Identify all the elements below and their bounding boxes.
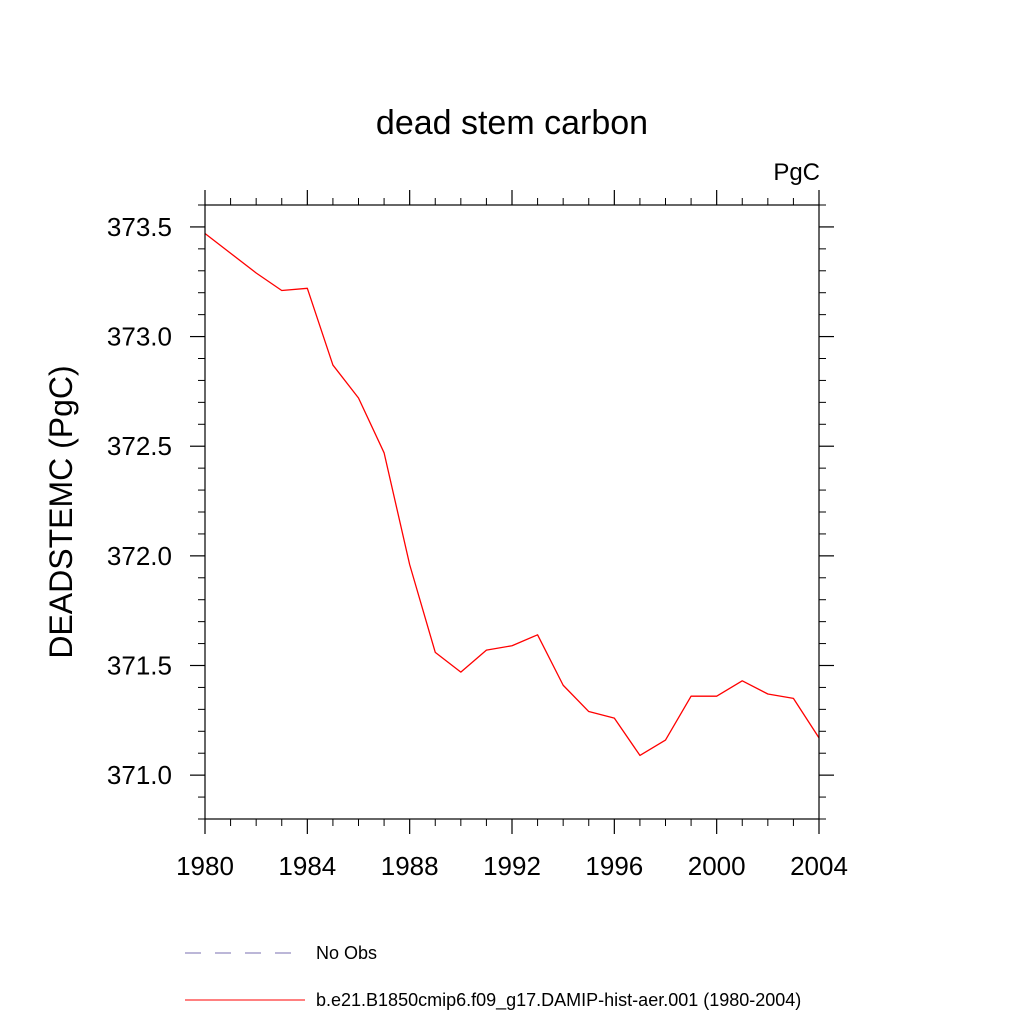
x-tick-labels: 1980 1984 1988 1992 1996 2000 2004 (176, 851, 848, 881)
data-point (638, 754, 641, 757)
series-layer (204, 232, 820, 757)
data-point (587, 710, 590, 713)
data-point (741, 679, 744, 682)
legend-label-no-obs: No Obs (316, 943, 377, 963)
data-point (408, 563, 411, 566)
x-tick-label: 1984 (278, 851, 336, 881)
data-point (255, 271, 258, 274)
x-tick-label: 1980 (176, 851, 234, 881)
data-point (383, 451, 386, 454)
data-point (536, 633, 539, 636)
data-point (690, 695, 693, 698)
x-tick-label: 1996 (585, 851, 643, 881)
x-tick-label: 1992 (483, 851, 541, 881)
data-point (357, 396, 360, 399)
y-tick-labels: 371.0 371.5 372.0 372.5 373.0 373.5 (107, 212, 172, 790)
series-line-0 (204, 232, 820, 757)
y-axis-label: DEADSTEMC (PgC) (43, 365, 79, 658)
x-tick-label: 2004 (790, 851, 848, 881)
y-tick-label: 373.5 (107, 212, 172, 242)
data-point (715, 695, 718, 698)
data-point (229, 252, 232, 255)
plot-frame (204, 204, 820, 820)
axis-ticks (190, 190, 834, 834)
y-tick-label: 372.5 (107, 431, 172, 461)
chart-title: dead stem carbon (376, 104, 648, 142)
data-point (434, 651, 437, 654)
data-point (331, 364, 334, 367)
x-tick-label: 2000 (688, 851, 746, 881)
data-point (511, 644, 514, 647)
x-tick-label: 1988 (381, 851, 439, 881)
units-label: PgC (773, 159, 820, 186)
y-tick-label: 372.0 (107, 541, 172, 571)
y-tick-label: 373.0 (107, 322, 172, 352)
y-tick-label: 371.0 (107, 760, 172, 790)
data-point (280, 289, 283, 292)
legend-label-model-run: b.e21.B1850cmip6.f09_g17.DAMIP-hist-aer.… (316, 990, 801, 1011)
data-point (664, 739, 667, 742)
y-tick-label: 371.5 (107, 651, 172, 681)
data-point (306, 287, 309, 290)
data-point (562, 684, 565, 687)
data-point (613, 717, 616, 720)
legend: No Obs b.e21.B1850cmip6.f09_g17.DAMIP-hi… (185, 943, 801, 1011)
data-point (485, 649, 488, 652)
data-point (766, 693, 769, 696)
data-point (792, 697, 795, 700)
data-point (459, 671, 462, 674)
